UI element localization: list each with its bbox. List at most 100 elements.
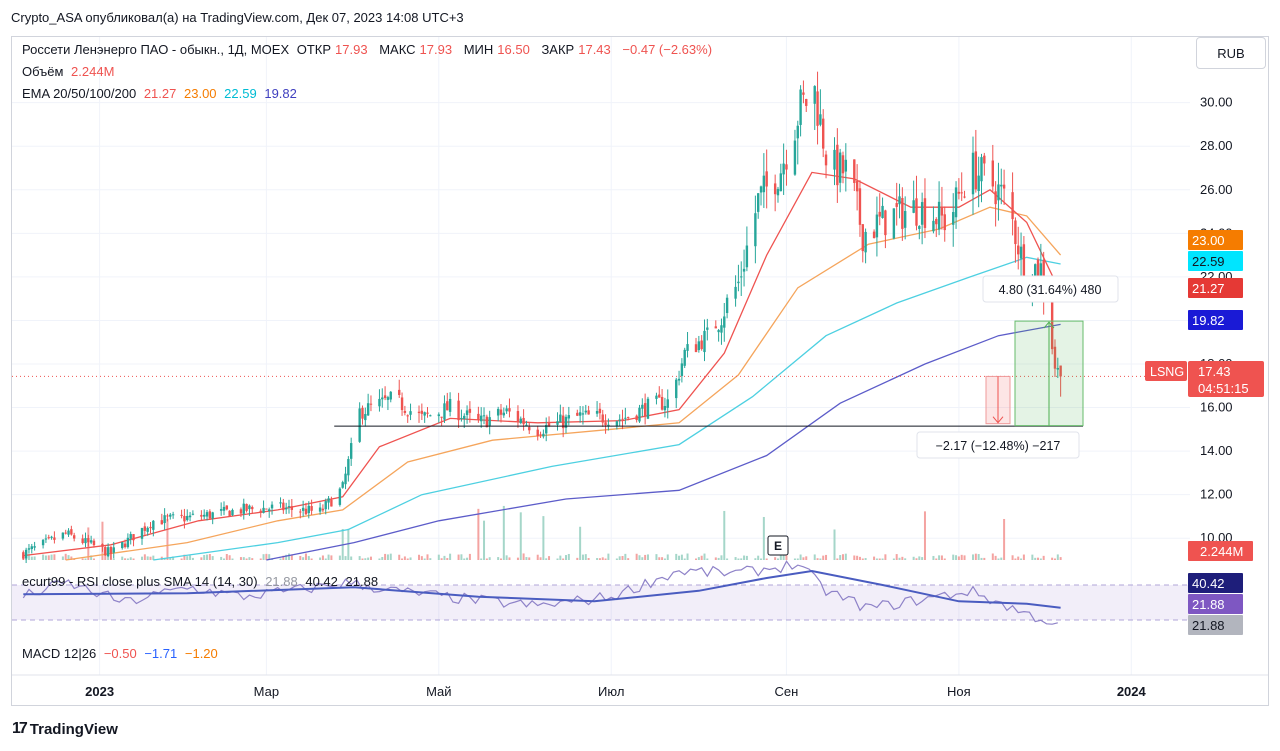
candle (952, 193, 955, 247)
volume-bar (960, 554, 963, 560)
candle-body (242, 503, 245, 514)
candle-body (344, 473, 347, 485)
volume-bar (460, 554, 463, 560)
candle-body (321, 508, 325, 511)
candle (163, 508, 166, 530)
candle-body (364, 414, 367, 421)
candle (895, 182, 898, 226)
candle-body (304, 508, 308, 515)
candle (793, 129, 797, 176)
candle-body (756, 193, 760, 212)
rsi-band (12, 560, 1190, 625)
candle-body (508, 408, 511, 412)
candle-body (638, 407, 641, 422)
candle (1002, 169, 1006, 206)
volume-bar (92, 558, 95, 560)
candle (251, 505, 254, 514)
candle (855, 164, 859, 211)
candle-body (587, 410, 590, 415)
volume-bar (833, 529, 836, 560)
candle (638, 404, 641, 423)
candle-body (429, 415, 432, 417)
candle (188, 511, 192, 522)
candle-body (720, 325, 723, 333)
volume-bars (22, 505, 1062, 560)
candle (406, 414, 409, 423)
price-tick-26.00: 26.00 (1200, 182, 1233, 197)
candle-body (576, 412, 579, 416)
candle-body (208, 511, 212, 519)
earnings-marker: E (767, 535, 789, 556)
volume-bar (714, 557, 717, 560)
candle-body (618, 419, 621, 421)
candle (33, 541, 36, 551)
volume-bar (963, 555, 966, 560)
ema200-line (266, 323, 1061, 561)
volume-bar (386, 554, 389, 560)
candle (923, 178, 927, 239)
candle (898, 183, 901, 219)
candle-body (84, 538, 87, 544)
candle (205, 509, 209, 521)
volume-bar (785, 555, 788, 560)
volume-bar (873, 556, 876, 560)
volume-bar (952, 554, 955, 560)
candle (915, 175, 918, 231)
candle (963, 190, 966, 199)
volume-bar (799, 554, 802, 560)
candle-body (686, 344, 689, 351)
candle (519, 416, 522, 425)
measure-up-text: 4.80 (31.64%) 480 (999, 283, 1102, 297)
candle-body (923, 198, 927, 228)
candle-body (853, 159, 856, 183)
candle-body (725, 297, 729, 314)
candle-body (152, 520, 155, 530)
measure-down-label: −2.17 (−12.48%) −217 (916, 431, 1080, 459)
candle (403, 405, 407, 416)
candle (663, 397, 667, 418)
volume-bar (203, 555, 206, 560)
candle (1053, 339, 1057, 377)
volume-bar (183, 554, 186, 560)
volume-bar (64, 553, 67, 560)
candle (567, 406, 571, 426)
candle (259, 508, 262, 518)
volume-bar (90, 555, 93, 560)
candle (762, 153, 766, 208)
candle-body (171, 514, 175, 516)
volume-bar (646, 554, 649, 560)
axis-label-ema20: 21.27 (1188, 278, 1243, 298)
volume-bar (248, 557, 251, 560)
candle (932, 206, 935, 234)
candle (465, 405, 469, 424)
ohlc-close: ЗАКР 17.43 (541, 42, 611, 57)
volume-bar (231, 558, 234, 560)
candle-body (604, 422, 607, 426)
candle-body (440, 416, 443, 418)
candle-body (943, 214, 946, 231)
candle (67, 528, 70, 537)
candle (1014, 217, 1017, 263)
candle-body (963, 196, 966, 198)
rsi-legend: ecurt99 - RSI close plus SMA 14 (14, 30)… (22, 574, 382, 589)
price-tick-16.00: 16.00 (1200, 400, 1233, 415)
volume-bar (84, 558, 87, 560)
volume-bar (299, 555, 302, 560)
volume-bar (655, 554, 658, 560)
volume-bar (132, 558, 135, 560)
candle-body (366, 403, 370, 416)
candle (268, 507, 271, 518)
candle (937, 181, 941, 236)
candle-body (796, 125, 799, 139)
volume-bar (765, 558, 768, 560)
volume-bar (403, 556, 406, 560)
time-tick-Мар: Мар (254, 684, 279, 699)
currency-button[interactable]: RUB (1196, 37, 1266, 69)
candle-body (754, 213, 757, 247)
volume-bar (290, 554, 293, 560)
candle (104, 546, 107, 556)
candle-body (27, 548, 31, 550)
candle-body (782, 163, 785, 175)
volume-bar (564, 555, 567, 560)
